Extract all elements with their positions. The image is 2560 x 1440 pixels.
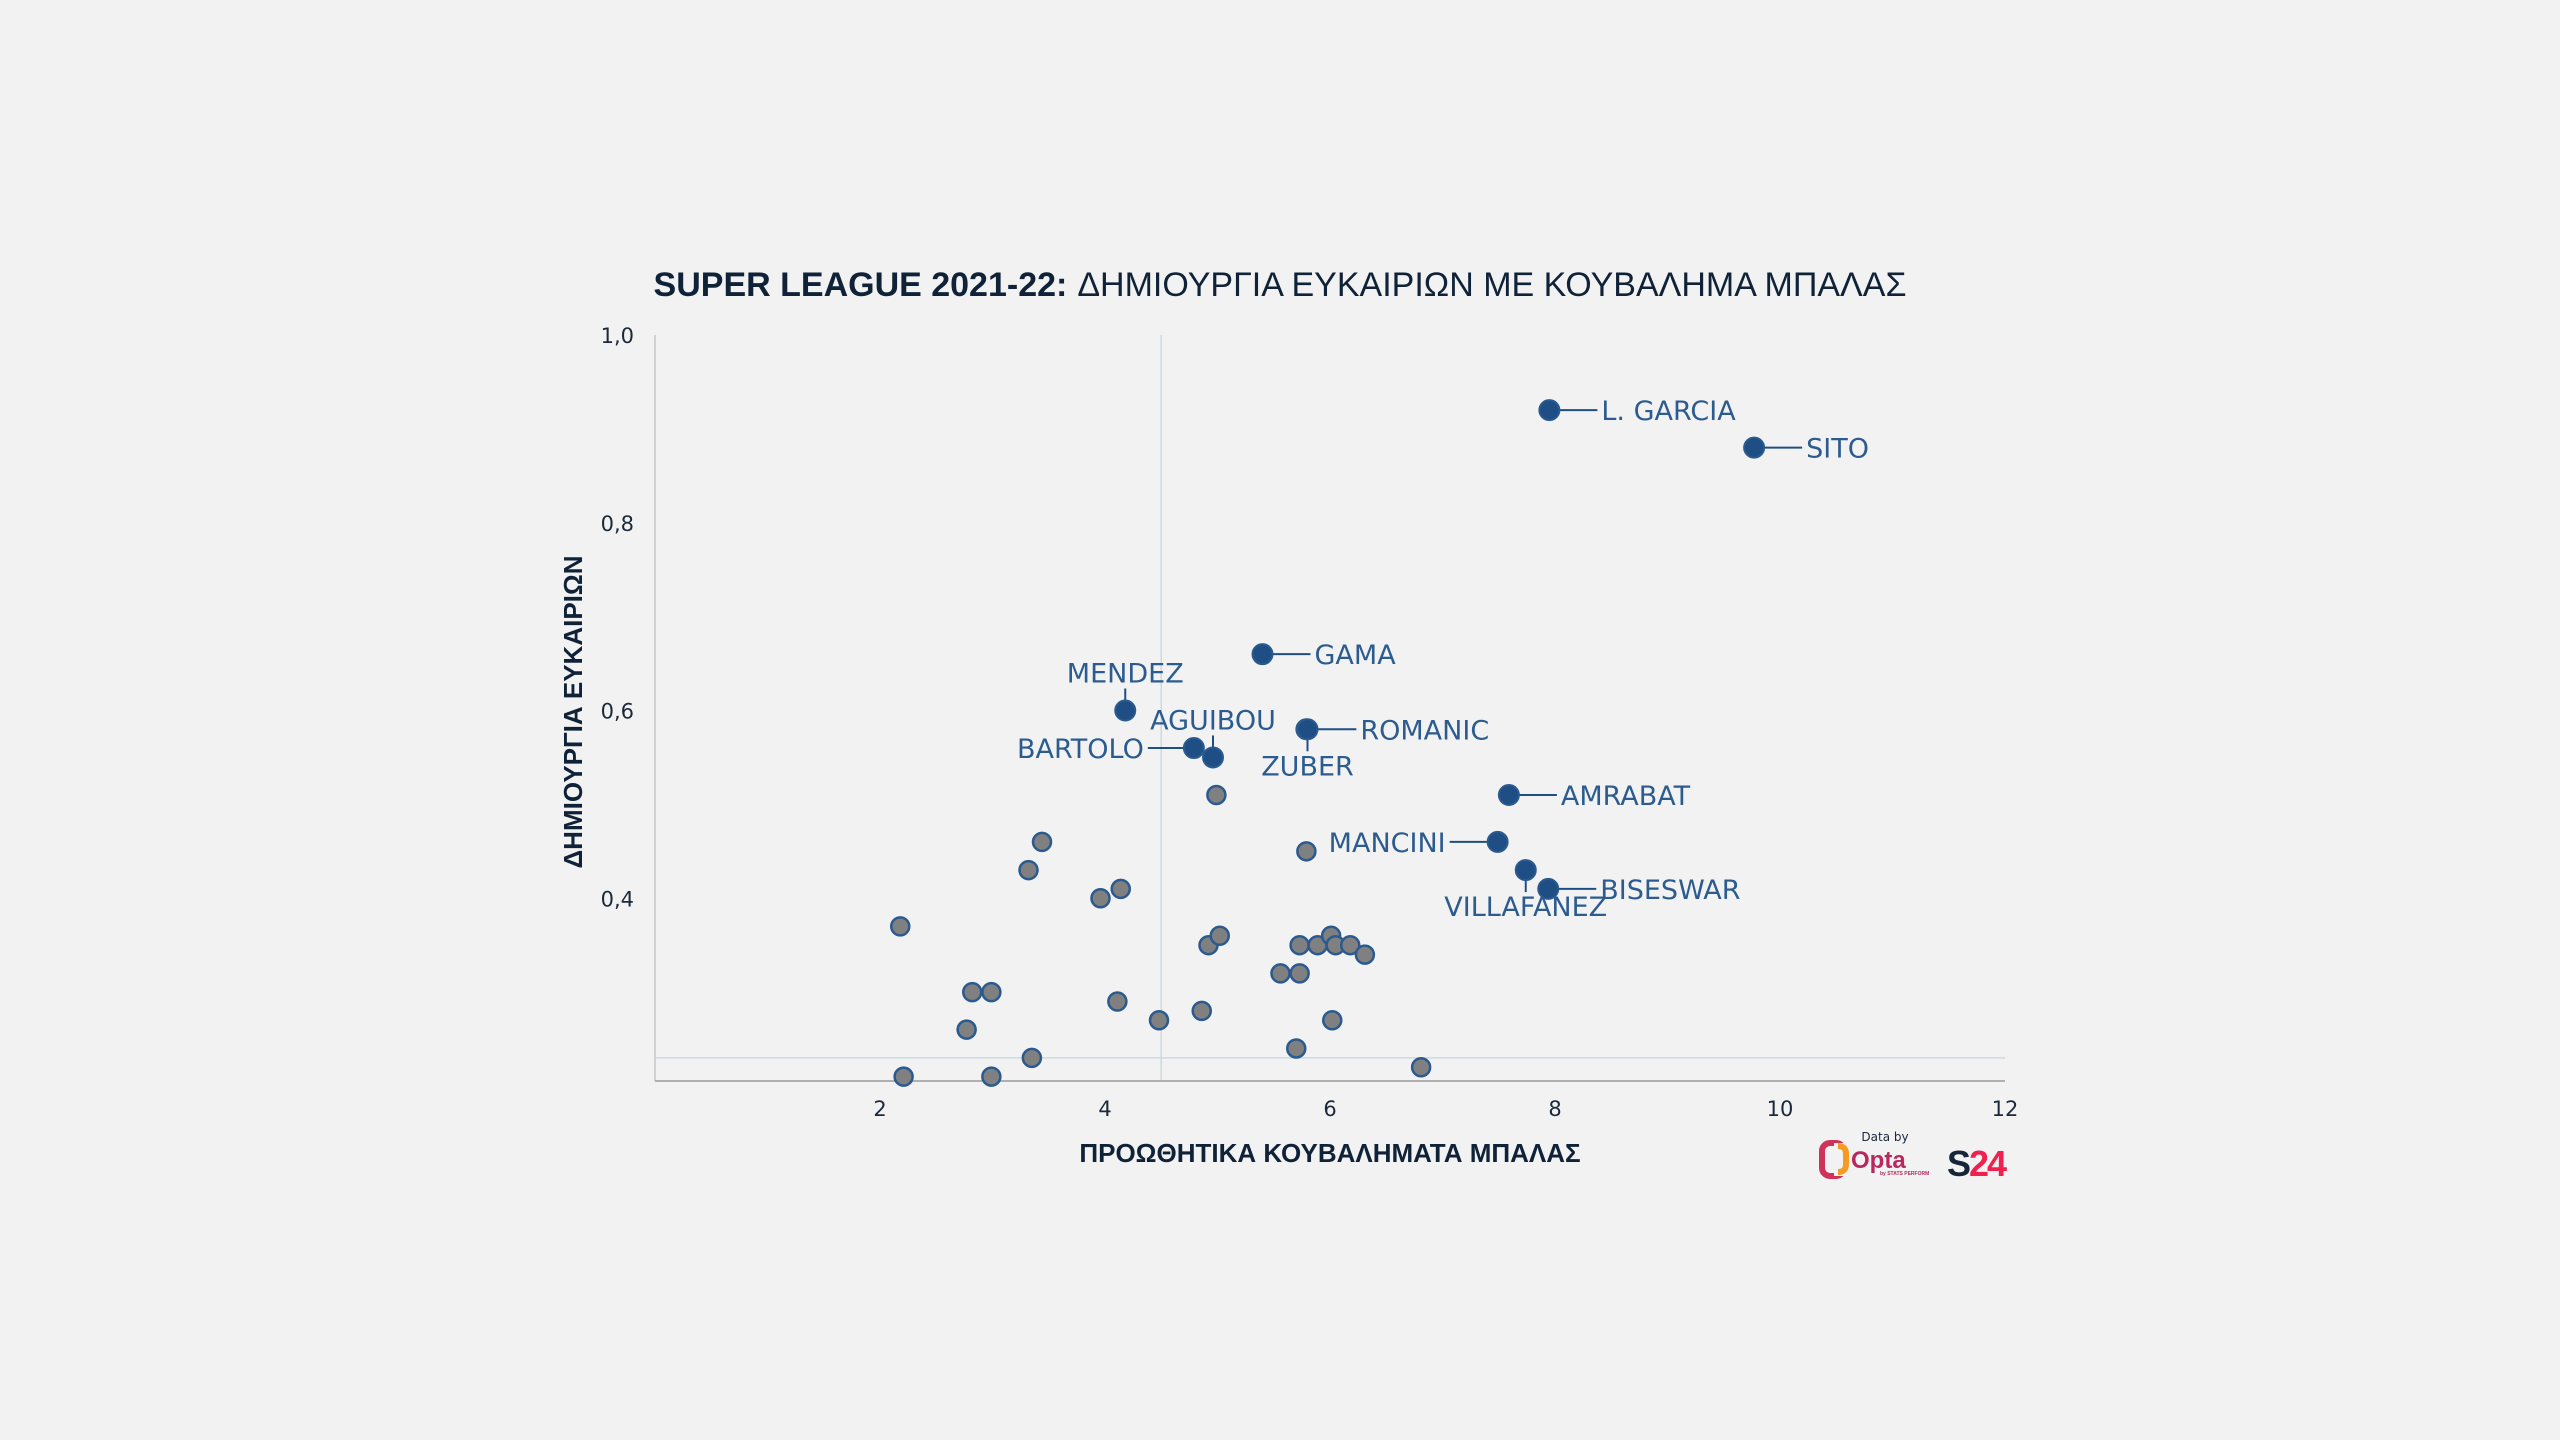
data-point — [1206, 784, 1227, 806]
data-point — [1289, 934, 1310, 956]
opta-sub-text: by STATS PERFORM — [1880, 1171, 1929, 1177]
x-axis-label: ΠΡΟΩΘΗΤΙΚΑ ΚΟΥΒΑΛΗΜΑΤΑ ΜΠΑΛΑΣ — [1079, 1138, 1580, 1168]
opta-text: Opta — [1851, 1147, 1906, 1174]
highlighted-point — [1537, 877, 1560, 900]
x-tick-label: 12 — [1992, 1097, 2019, 1121]
highlighted-point — [1114, 699, 1137, 722]
player-label: ZUBER — [1261, 751, 1354, 782]
chart-title-bold: SUPER LEAGUE 2021-22: — [654, 266, 1068, 304]
player-label: SITO — [1806, 434, 1869, 465]
data-point — [893, 1066, 914, 1087]
highlighted-player: SITO — [1743, 434, 1869, 465]
player-label: AGUIBOU — [1150, 705, 1276, 736]
highlighted-player: VILLAFANEZ — [1444, 859, 1607, 923]
data-point — [1296, 841, 1317, 862]
highlighted-player: AMRABAT — [1497, 781, 1691, 812]
data-point — [1018, 859, 1039, 881]
highlighted-point — [1514, 859, 1537, 882]
s24-logo: S24 — [1947, 1143, 2007, 1184]
player-label: BISESWAR — [1600, 875, 1740, 906]
x-tick-label: 4 — [1098, 1097, 1111, 1121]
data-point — [1354, 944, 1376, 965]
data-point — [1340, 934, 1361, 956]
data-point — [1286, 1038, 1307, 1059]
highlighted-player: MANCINI — [1329, 828, 1509, 859]
highlighted-player: BARTOLO — [1017, 734, 1205, 765]
player-label: L. GARCIA — [1601, 396, 1736, 427]
data-by-text: Data by — [1861, 1130, 1908, 1144]
highlighted-point — [1182, 737, 1205, 760]
y-tick-label: 0,4 — [601, 887, 634, 911]
highlighted-point — [1202, 746, 1224, 769]
highlighted-point — [1538, 399, 1561, 422]
highlighted-point — [1497, 783, 1520, 806]
s24-logo-24: 24 — [1969, 1143, 2007, 1184]
data-point — [1090, 888, 1111, 909]
player-label: AMRABAT — [1561, 781, 1691, 812]
data-point — [1031, 831, 1053, 853]
x-tick-label: 10 — [1767, 1097, 1794, 1121]
player-label: VILLAFANEZ — [1444, 892, 1607, 923]
x-tick-label: 6 — [1323, 1097, 1336, 1121]
data-point — [962, 981, 983, 1003]
data-point — [1322, 1010, 1343, 1031]
highlighted-player: GAMA — [1251, 640, 1397, 671]
highlighted-player: BISESWAR — [1537, 875, 1741, 906]
data-point — [890, 916, 911, 937]
player-label: MENDEZ — [1067, 659, 1184, 690]
highlighted-player: MENDEZ — [1067, 659, 1184, 722]
highlighted-point — [1743, 436, 1766, 459]
data-point — [956, 1019, 977, 1040]
data-point — [1270, 963, 1291, 984]
y-tick-label: 0,6 — [601, 700, 634, 724]
highlighted-point — [1296, 718, 1319, 741]
data-point — [981, 981, 1002, 1003]
opta-logo: Data by Opta by STATS PERFORM — [1819, 1130, 1929, 1179]
highlighted-player: AGUIBOU — [1150, 705, 1276, 769]
x-tick-label: 2 — [873, 1097, 886, 1121]
data-point — [1191, 1000, 1212, 1022]
data-point — [1148, 1010, 1170, 1031]
player-label: BARTOLO — [1017, 734, 1144, 765]
chart-title: SUPER LEAGUE 2021-22: ΔΗΜΙΟΥΡΓΙΑ ΕΥΚΑΙΡΙΩ… — [654, 266, 1907, 304]
data-point — [1289, 963, 1310, 984]
highlighted-player: L. GARCIA — [1538, 396, 1736, 427]
player-label: GAMA — [1315, 640, 1397, 671]
y-tick-label: 1,0 — [601, 324, 634, 348]
highlighted-point — [1251, 643, 1274, 666]
highlighted-point — [1486, 830, 1509, 853]
data-point — [1110, 878, 1131, 900]
player-label: MANCINI — [1329, 828, 1446, 859]
data-point — [1107, 991, 1128, 1012]
y-tick-label: 0,8 — [601, 512, 634, 536]
data-point — [1410, 1056, 1432, 1078]
highlighted-player: ROMANIC — [1295, 715, 1489, 746]
y-axis-label: ΔΗΜΙΟΥΡΓΙΑ ΕΥΚΑΙΡΙΩΝ — [558, 555, 588, 868]
data-point — [1021, 1047, 1043, 1069]
data-point — [1209, 925, 1230, 947]
s24-logo-s: S — [1947, 1143, 1970, 1184]
highlighted-player: ZUBER — [1261, 718, 1354, 782]
x-tick-label: 8 — [1548, 1097, 1561, 1121]
chart-title-rest: ΔΗΜΙΟΥΡΓΙΑ ΕΥΚΑΙΡΙΩΝ ΜΕ ΚΟΥΒΑΛΗΜΑ ΜΠΑΛΑΣ — [1077, 266, 1906, 304]
data-point — [981, 1066, 1002, 1087]
player-label: ROMANIC — [1360, 715, 1489, 746]
